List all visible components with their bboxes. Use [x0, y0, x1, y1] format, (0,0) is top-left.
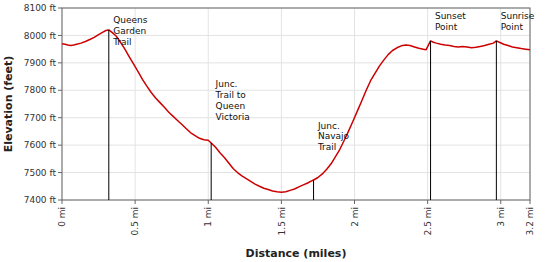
marker-line	[496, 41, 497, 200]
tick-label: 7900 ft	[24, 58, 57, 68]
tick	[208, 200, 209, 204]
tick	[58, 145, 62, 146]
grid-line	[500, 8, 501, 200]
grid-line	[62, 172, 530, 173]
tick-label: 2.5 mi	[423, 207, 433, 235]
tick-label: 8100 ft	[24, 3, 57, 13]
tick	[427, 200, 428, 204]
grid-line	[62, 117, 530, 118]
tick-label: 7400 ft	[24, 195, 57, 205]
tick	[58, 90, 62, 91]
annotation: QueensGardenTrail	[112, 15, 148, 47]
tick	[58, 35, 62, 36]
tick-label: 1 mi	[203, 207, 213, 227]
grid-line	[62, 90, 530, 91]
tick	[354, 200, 355, 204]
marks	[62, 30, 530, 200]
annotation: SunsetPoint	[435, 11, 466, 32]
tick-label: 2 mi	[350, 207, 360, 227]
tick	[62, 200, 63, 204]
tick	[58, 200, 62, 201]
axis-title: Elevation (feet)	[2, 56, 15, 153]
tick	[281, 200, 282, 204]
tick-label: 3.2 mi	[525, 207, 535, 235]
tick	[530, 200, 531, 204]
axes: 0 mi 0.5 mi 1 mi 1.5 mi 2 mi 2.5 mi 3 mi 3.2 mi…	[24, 3, 535, 235]
annotation: Junc.NavajoTrail	[317, 121, 350, 153]
grid	[62, 8, 530, 200]
grid-line	[281, 8, 282, 200]
marker-line	[430, 41, 431, 200]
elevation-line	[62, 30, 530, 192]
tick	[58, 8, 62, 9]
tick	[58, 117, 62, 118]
marker-line	[211, 143, 212, 200]
annotations: QueensGardenTrail Junc.Trail toQueenVicto…	[112, 11, 535, 152]
tick-label: 8000 ft	[24, 31, 57, 41]
tick	[58, 62, 62, 63]
tick-label: 7600 ft	[24, 140, 57, 150]
marker-line	[108, 30, 109, 200]
tick-label: 0.5 mi	[130, 207, 140, 235]
annotation: Junc.Trail toQueenVictoria	[215, 79, 250, 121]
grid-line	[208, 8, 209, 200]
chart: 0 mi 0.5 mi 1 mi 1.5 mi 2 mi 2.5 mi 3 mi 3.2 mi…	[0, 0, 550, 262]
tick-label: 7700 ft	[24, 113, 57, 123]
tick	[58, 172, 62, 173]
frame	[62, 8, 530, 200]
plot-area	[62, 8, 530, 200]
marker-line	[313, 180, 314, 200]
tick-label: 0 mi	[57, 207, 67, 227]
tick-label: 3 mi	[496, 207, 506, 227]
axis-title: Distance (miles)	[246, 247, 347, 260]
annotation: SunrisePoint	[501, 11, 535, 32]
tick-label: 7800 ft	[24, 85, 57, 95]
tick-label: 1.5 mi	[277, 207, 287, 235]
grid-line	[62, 145, 530, 146]
grid-line	[135, 8, 136, 200]
tick	[500, 200, 501, 204]
tick-label: 7500 ft	[24, 168, 57, 178]
grid-line	[427, 8, 428, 200]
tick	[135, 200, 136, 204]
grid-line	[354, 8, 355, 200]
